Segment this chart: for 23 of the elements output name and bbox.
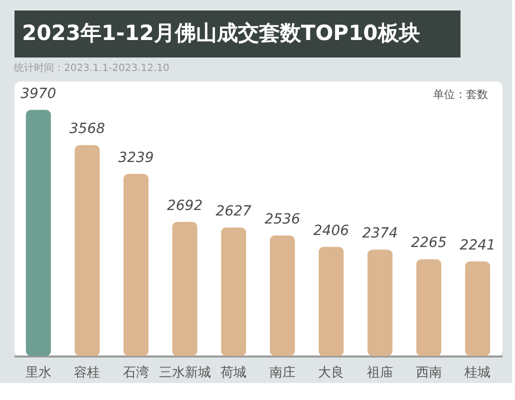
x-tick-label: 南庄 bbox=[269, 366, 296, 380]
data-label: 3239 bbox=[118, 150, 154, 166]
x-tick-label: 石湾 bbox=[123, 364, 149, 380]
x-tick-label: 三水新城 bbox=[158, 366, 211, 380]
x-tick-label: 里水 bbox=[25, 366, 52, 380]
x-tick-label: 桂城 bbox=[464, 366, 491, 380]
x-tick-label: 荷城 bbox=[220, 366, 247, 380]
chart-title: 2023年1-12月佛山成交套数TOP10板块 bbox=[22, 21, 420, 45]
x-tick-label: 西南 bbox=[416, 366, 442, 380]
data-label: 2241 bbox=[460, 237, 496, 254]
data-label: 2536 bbox=[264, 211, 300, 228]
data-label: 2406 bbox=[313, 222, 350, 239]
data-label: 2374 bbox=[362, 226, 398, 242]
chart-subtitle: 统计时间：2023.1.1-2023.12.10 bbox=[14, 62, 170, 74]
x-tick-label: 祖庙 bbox=[367, 366, 393, 380]
data-label: 2692 bbox=[166, 198, 203, 214]
data-label: 3970 bbox=[20, 86, 56, 102]
data-label: 2265 bbox=[410, 235, 447, 252]
data-label: 3568 bbox=[69, 121, 106, 138]
x-tick-label: 大良 bbox=[318, 366, 344, 380]
annotation: 单位：套数 bbox=[433, 88, 488, 101]
data-label: 2627 bbox=[216, 204, 252, 220]
x-tick-label: 容桂 bbox=[74, 364, 100, 380]
